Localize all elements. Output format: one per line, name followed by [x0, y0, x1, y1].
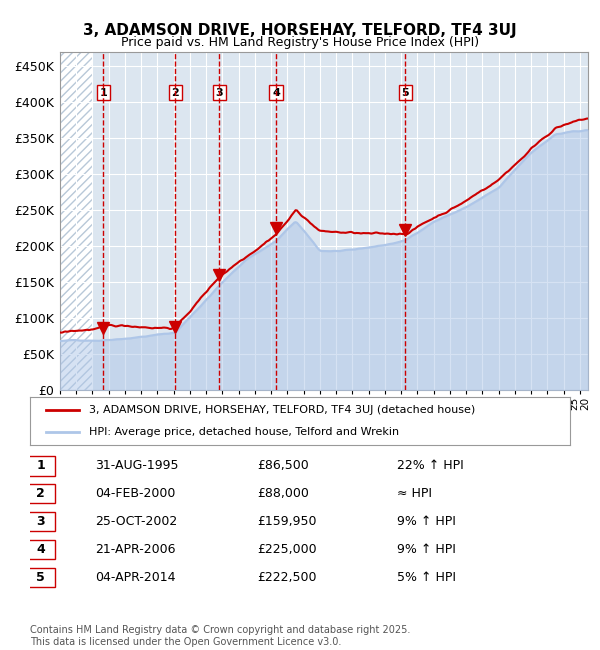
Text: 5: 5 — [37, 571, 45, 584]
Text: 04-APR-2014: 04-APR-2014 — [95, 571, 175, 584]
Text: 3: 3 — [215, 88, 223, 97]
Text: £159,950: £159,950 — [257, 515, 316, 528]
Text: Contains HM Land Registry data © Crown copyright and database right 2025.
This d: Contains HM Land Registry data © Crown c… — [30, 625, 410, 647]
Text: £222,500: £222,500 — [257, 571, 316, 584]
FancyBboxPatch shape — [28, 512, 55, 532]
Text: 9% ↑ HPI: 9% ↑ HPI — [397, 543, 456, 556]
FancyBboxPatch shape — [28, 540, 55, 560]
Text: 1: 1 — [100, 88, 107, 97]
Text: 2: 2 — [172, 88, 179, 97]
Text: 04-FEB-2000: 04-FEB-2000 — [95, 488, 175, 500]
Text: 22% ↑ HPI: 22% ↑ HPI — [397, 459, 464, 472]
Text: 5: 5 — [401, 88, 409, 97]
Text: ≈ HPI: ≈ HPI — [397, 488, 432, 500]
Text: 21-APR-2006: 21-APR-2006 — [95, 543, 175, 556]
Text: 3, ADAMSON DRIVE, HORSEHAY, TELFORD, TF4 3UJ (detached house): 3, ADAMSON DRIVE, HORSEHAY, TELFORD, TF4… — [89, 405, 476, 415]
Text: 25-OCT-2002: 25-OCT-2002 — [95, 515, 177, 528]
Text: £86,500: £86,500 — [257, 459, 308, 472]
FancyBboxPatch shape — [28, 456, 55, 476]
Text: 9% ↑ HPI: 9% ↑ HPI — [397, 515, 456, 528]
Text: Price paid vs. HM Land Registry's House Price Index (HPI): Price paid vs. HM Land Registry's House … — [121, 36, 479, 49]
FancyBboxPatch shape — [28, 567, 55, 588]
Text: 4: 4 — [272, 88, 280, 97]
Text: 3: 3 — [37, 515, 45, 528]
Text: 5% ↑ HPI: 5% ↑ HPI — [397, 571, 456, 584]
Text: £225,000: £225,000 — [257, 543, 316, 556]
Text: £88,000: £88,000 — [257, 488, 308, 500]
Text: 3, ADAMSON DRIVE, HORSEHAY, TELFORD, TF4 3UJ: 3, ADAMSON DRIVE, HORSEHAY, TELFORD, TF4… — [83, 23, 517, 38]
Text: 2: 2 — [37, 488, 45, 500]
Text: 1: 1 — [37, 459, 45, 472]
Text: 4: 4 — [37, 543, 45, 556]
FancyBboxPatch shape — [28, 484, 55, 504]
Text: HPI: Average price, detached house, Telford and Wrekin: HPI: Average price, detached house, Telf… — [89, 426, 400, 437]
Text: 31-AUG-1995: 31-AUG-1995 — [95, 459, 178, 472]
